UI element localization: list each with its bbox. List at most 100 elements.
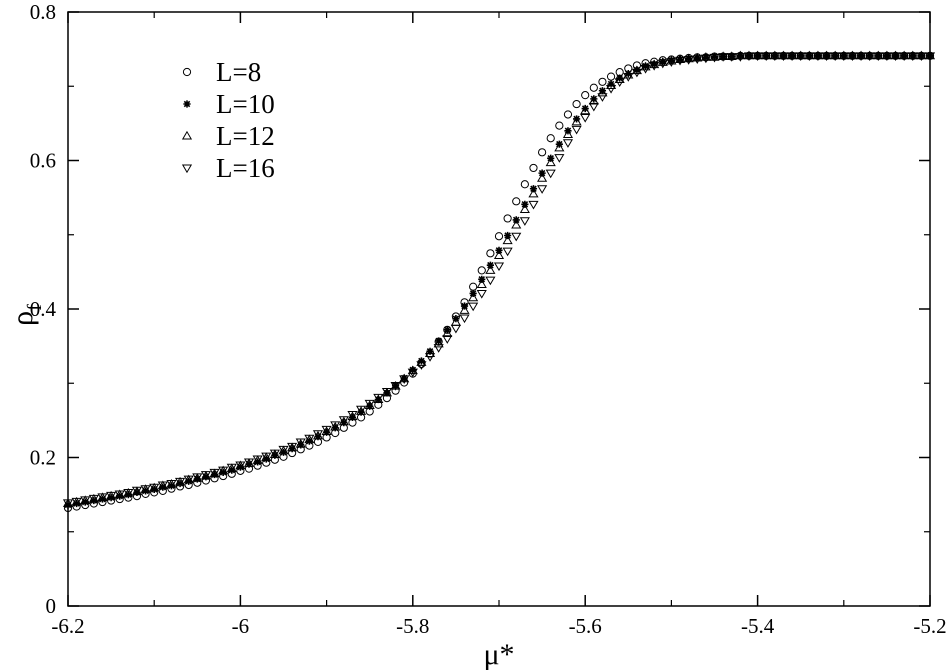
data-point xyxy=(97,493,108,503)
data-point xyxy=(159,483,167,491)
data-point xyxy=(519,217,530,226)
data-point xyxy=(907,52,918,61)
data-point xyxy=(847,50,858,60)
data-point xyxy=(812,52,824,61)
data-point xyxy=(459,314,470,324)
data-point xyxy=(538,169,546,177)
data-point xyxy=(891,52,900,60)
data-point xyxy=(641,62,650,70)
x-axis-title: μ* xyxy=(483,638,514,670)
data-point xyxy=(545,169,556,179)
data-point xyxy=(131,486,143,496)
data-point xyxy=(366,402,374,410)
data-point xyxy=(598,77,607,86)
data-point xyxy=(167,482,176,490)
data-point xyxy=(881,50,892,60)
data-point xyxy=(659,58,667,66)
data-point xyxy=(245,460,253,468)
data-point xyxy=(64,501,72,509)
legend-marker xyxy=(181,164,193,174)
data-point xyxy=(124,491,132,499)
data-point xyxy=(521,200,529,208)
data-point xyxy=(597,87,608,97)
legend-marker xyxy=(182,67,192,77)
data-point xyxy=(98,495,107,503)
data-point xyxy=(323,428,331,436)
data-point xyxy=(743,52,755,61)
data-point xyxy=(528,188,539,198)
data-point xyxy=(719,52,727,61)
data-point xyxy=(916,50,927,60)
data-point xyxy=(409,366,417,374)
y-tick-label: 0.4 xyxy=(30,297,57,321)
data-point xyxy=(657,59,668,69)
legend-item: L=8 xyxy=(182,57,261,87)
data-point xyxy=(210,470,219,479)
data-point xyxy=(581,104,589,113)
data-point xyxy=(926,52,934,60)
data-point xyxy=(728,52,736,61)
data-point xyxy=(718,53,729,62)
data-point xyxy=(81,498,89,506)
data-point xyxy=(485,276,496,286)
data-point xyxy=(667,56,675,64)
data-point xyxy=(529,163,538,173)
x-tick-label: -5.2 xyxy=(913,614,946,638)
data-point xyxy=(519,204,530,213)
legend-marker xyxy=(183,100,191,108)
data-point xyxy=(674,56,686,66)
data-point xyxy=(546,134,555,143)
x-tick-label: -5.4 xyxy=(741,614,775,638)
data-point xyxy=(502,235,513,245)
data-point xyxy=(416,361,427,370)
axis-tick-labels: -6.2 -6 -5.8 -5.6 -5.4 -5.2 0 0.2 0.4 0.6 0.8 xyxy=(30,0,947,638)
data-point xyxy=(209,468,220,478)
data-point xyxy=(890,52,901,61)
data-point xyxy=(391,381,400,390)
data-point xyxy=(494,232,504,241)
data-point xyxy=(605,85,617,94)
data-point xyxy=(486,249,495,258)
data-point xyxy=(822,52,831,60)
data-point xyxy=(588,95,599,105)
data-point xyxy=(649,59,660,69)
data-point xyxy=(399,375,410,384)
data-point xyxy=(924,50,936,60)
data-point xyxy=(726,51,737,60)
data-point xyxy=(347,410,358,420)
data-point xyxy=(795,50,806,60)
data-point xyxy=(476,289,487,299)
data-point xyxy=(176,479,184,488)
legend-label: L=10 xyxy=(216,89,275,119)
data-point xyxy=(917,52,925,60)
data-point xyxy=(779,52,788,60)
data-point xyxy=(752,52,763,61)
data-point xyxy=(700,52,711,61)
data-point xyxy=(597,93,608,102)
data-point xyxy=(304,434,315,444)
svg-text:ρf: ρf xyxy=(6,304,46,326)
data-point xyxy=(426,347,434,355)
data-point xyxy=(743,50,755,60)
data-point xyxy=(909,52,917,60)
data-point xyxy=(657,57,668,66)
data-point xyxy=(821,52,832,61)
data-point xyxy=(338,416,349,425)
data-point xyxy=(581,91,590,100)
data-point xyxy=(855,50,867,60)
plot-frame xyxy=(67,11,931,607)
data-point xyxy=(495,246,503,254)
data-point xyxy=(787,52,798,61)
data-point xyxy=(598,87,607,95)
y-tick-label: 0 xyxy=(46,594,57,618)
data-point xyxy=(80,496,91,506)
data-point xyxy=(735,50,746,60)
data-point xyxy=(133,488,141,496)
data-point xyxy=(218,466,229,476)
data-point xyxy=(924,52,936,61)
data-point xyxy=(840,52,848,60)
data-point xyxy=(899,50,910,60)
x-tick-label: -5.8 xyxy=(396,614,429,638)
data-point xyxy=(493,262,505,272)
